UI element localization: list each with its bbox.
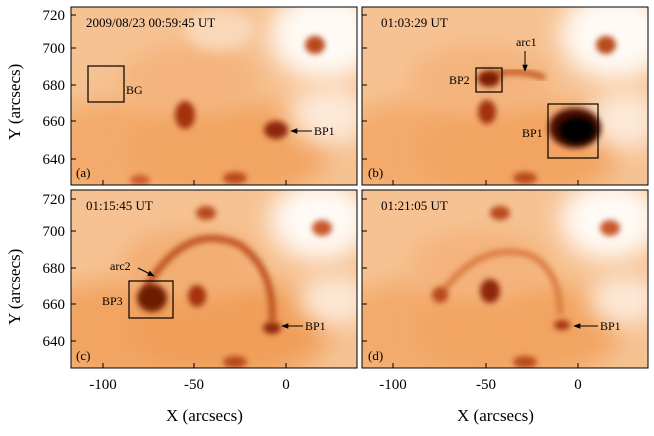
y-tick-bottom-720: 720	[43, 192, 66, 208]
bg-label: BG	[126, 83, 143, 97]
panel-d: 01:21:05 UT (d) BP1	[361, 189, 649, 369]
x-axis-label-left: X (arcsecs)	[166, 406, 243, 425]
bp2-label: BP2	[449, 73, 470, 87]
y-tick-bottom-640: 640	[43, 334, 66, 350]
bg-box	[87, 65, 125, 103]
bp3-label: BP3	[102, 294, 123, 308]
bp1-label-c: BP1	[305, 319, 326, 333]
panel-c: 01:15:45 UT (c) arc2 BP3 BP1	[70, 189, 358, 369]
x-tick-right-minus100: -100	[379, 377, 407, 393]
panel-a-tag: (a)	[76, 165, 90, 180]
bp3-box	[128, 280, 174, 319]
y-tick-top-720: 720	[43, 8, 66, 24]
y-tick-bottom-680: 680	[43, 261, 66, 277]
panel-d-image	[362, 190, 648, 368]
panel-b-tag: (b)	[368, 165, 383, 180]
y-tick-top-640: 640	[43, 152, 66, 168]
y-tick-bottom-660: 660	[43, 297, 66, 313]
y-axis-top: 720 700 680 660 640	[43, 8, 367, 168]
panel-d-timestamp: 01:21:05 UT	[381, 198, 448, 213]
y-tick-top-660: 660	[43, 114, 66, 130]
panel-c-frame	[70, 189, 358, 369]
x-tick-left-0: 0	[282, 377, 290, 393]
y-axis-label-top: Y (arcsecs)	[5, 64, 24, 140]
panel-a-image	[71, 7, 357, 185]
panel-d-frame	[361, 189, 649, 369]
arc2-label: arc2	[110, 259, 131, 273]
panel-c-timestamp: 01:15:45 UT	[86, 198, 153, 213]
x-tick-right-0: 0	[574, 377, 582, 393]
panel-d-tag: (d)	[368, 348, 383, 363]
panel-c-tag: (c)	[76, 348, 90, 363]
x-axis-right: -100 -50 0	[379, 180, 582, 393]
x-tick-left-minus50: -50	[184, 377, 204, 393]
panel-b-timestamp: 01:03:29 UT	[381, 15, 448, 30]
x-tick-right-minus50: -50	[476, 377, 496, 393]
bp1-box-b	[547, 103, 599, 159]
arc2-arrow	[137, 267, 155, 277]
panel-a-timestamp: 2009/08/23 00:59:45 UT	[86, 15, 215, 30]
y-tick-top-680: 680	[43, 78, 66, 94]
bp1-label-d: BP1	[600, 319, 621, 333]
panel-b-image	[362, 7, 648, 185]
bp1-label-a: BP1	[314, 124, 335, 138]
y-axis-label-bottom: Y (arcsecs)	[5, 249, 24, 325]
panel-b-frame	[361, 6, 649, 186]
y-tick-top-700: 700	[43, 41, 66, 57]
bp1-label-b: BP1	[522, 126, 543, 140]
panel-c-image	[71, 190, 357, 368]
y-axis-bottom: 720 700 680 660 640	[43, 192, 367, 350]
panel-a-frame	[70, 6, 358, 186]
x-tick-left-minus100: -100	[89, 377, 117, 393]
arc1-label: arc1	[516, 35, 537, 49]
x-axis-left: -100 -50 0	[89, 180, 290, 393]
y-tick-bottom-700: 700	[43, 224, 66, 240]
x-axis-label-right: X (arcsecs)	[457, 406, 534, 425]
bp2-box	[475, 67, 503, 93]
panel-b: 01:03:29 UT (b) arc1 BP2 BP1	[361, 6, 649, 186]
panel-a: 2009/08/23 00:59:45 UT (a) BG BP1	[70, 6, 358, 186]
